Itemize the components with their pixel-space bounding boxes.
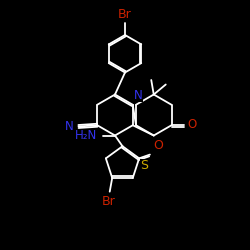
Text: S: S	[140, 159, 148, 172]
Text: Br: Br	[102, 195, 115, 208]
Text: H₂N: H₂N	[75, 129, 98, 142]
Text: Br: Br	[118, 8, 132, 21]
Text: N: N	[65, 120, 74, 134]
Text: O: O	[154, 139, 164, 152]
Text: N: N	[134, 89, 143, 102]
Text: O: O	[188, 118, 197, 131]
